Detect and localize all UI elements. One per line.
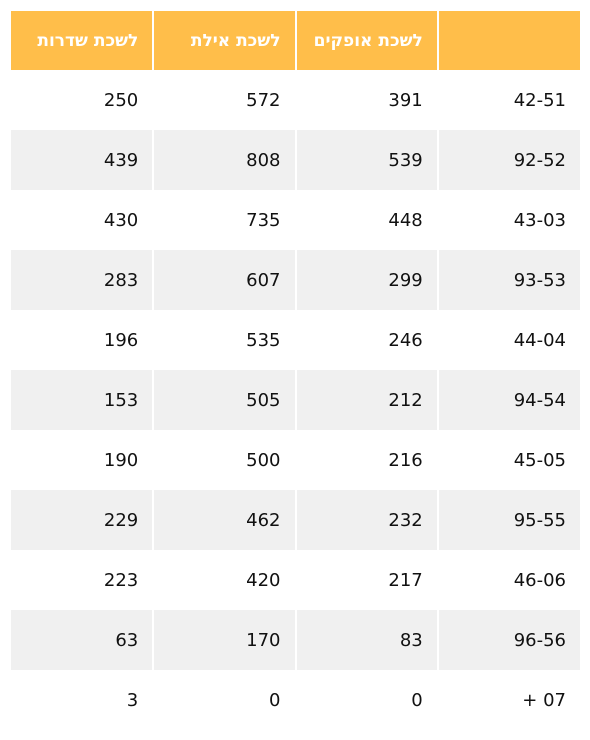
cell-ofakim: 217 [294, 550, 438, 610]
header-row: לשכת שדרות לשכת אילת לשכת אופקים [11, 11, 580, 70]
cell-age-range: 44-04 [436, 310, 580, 370]
table-row: 229 462 232 95-55 [11, 490, 580, 550]
cell-eilat: 535 [152, 310, 296, 370]
cell-sderot: 223 [11, 550, 154, 610]
cell-age-range: 96-56 [436, 610, 580, 670]
table-row: 63 170 83 96-56 [11, 610, 580, 670]
cell-sderot: 439 [11, 130, 154, 190]
table-row: 439 808 539 92-52 [11, 130, 580, 190]
cell-ofakim: 448 [294, 190, 438, 250]
cell-age-range: 92-52 [436, 130, 580, 190]
table-row: 250 572 391 42-51 [11, 70, 580, 130]
cell-ofakim: 299 [294, 250, 438, 310]
header-sderot: לשכת שדרות [11, 11, 154, 70]
table-row: 196 535 246 44-04 [11, 310, 580, 370]
cell-ofakim: 232 [294, 490, 438, 550]
cell-ofakim: 216 [294, 430, 438, 490]
cell-sderot: 430 [11, 190, 154, 250]
cell-eilat: 420 [152, 550, 296, 610]
cell-eilat: 500 [152, 430, 296, 490]
cell-eilat: 505 [152, 370, 296, 430]
table-row: 190 500 216 45-05 [11, 430, 580, 490]
cell-age-range: 46-06 [436, 550, 580, 610]
cell-sderot: 190 [11, 430, 154, 490]
cell-age-range: 94-54 [436, 370, 580, 430]
cell-ofakim: 391 [294, 70, 438, 130]
data-table-container: לשכת שדרות לשכת אילת לשכת אופקים 250 572… [11, 11, 580, 730]
cell-age-range: 93-53 [436, 250, 580, 310]
header-ofakim: לשכת אופקים [294, 11, 438, 70]
cell-ofakim: 539 [294, 130, 438, 190]
table-row: 430 735 448 43-03 [11, 190, 580, 250]
cell-eilat: 735 [152, 190, 296, 250]
cell-sderot: 3 [11, 670, 154, 730]
cell-sderot: 229 [11, 490, 154, 550]
cell-eilat: 462 [152, 490, 296, 550]
cell-eilat: 0 [152, 670, 296, 730]
table-row: 153 505 212 94-54 [11, 370, 580, 430]
cell-sderot: 63 [11, 610, 154, 670]
cell-sderot: 283 [11, 250, 154, 310]
table-row: 283 607 299 93-53 [11, 250, 580, 310]
cell-age-range: 95-55 [436, 490, 580, 550]
cell-sderot: 196 [11, 310, 154, 370]
cell-sderot: 250 [11, 70, 154, 130]
cell-ofakim: 246 [294, 310, 438, 370]
cell-eilat: 808 [152, 130, 296, 190]
table-row: 223 420 217 46-06 [11, 550, 580, 610]
cell-age-range: 43-03 [436, 190, 580, 250]
cell-age-range: 42-51 [436, 70, 580, 130]
header-eilat: לשכת אילת [152, 11, 296, 70]
cell-ofakim: 83 [294, 610, 438, 670]
cell-ofakim: 0 [294, 670, 438, 730]
cell-eilat: 607 [152, 250, 296, 310]
table-row: 3 0 0 + 07 [11, 670, 580, 730]
cell-age-range: + 07 [436, 670, 580, 730]
cell-eilat: 572 [152, 70, 296, 130]
cell-ofakim: 212 [294, 370, 438, 430]
cell-sderot: 153 [11, 370, 154, 430]
age-by-office-table: לשכת שדרות לשכת אילת לשכת אופקים 250 572… [11, 11, 580, 730]
cell-eilat: 170 [152, 610, 296, 670]
header-age-range [436, 11, 580, 70]
cell-age-range: 45-05 [436, 430, 580, 490]
